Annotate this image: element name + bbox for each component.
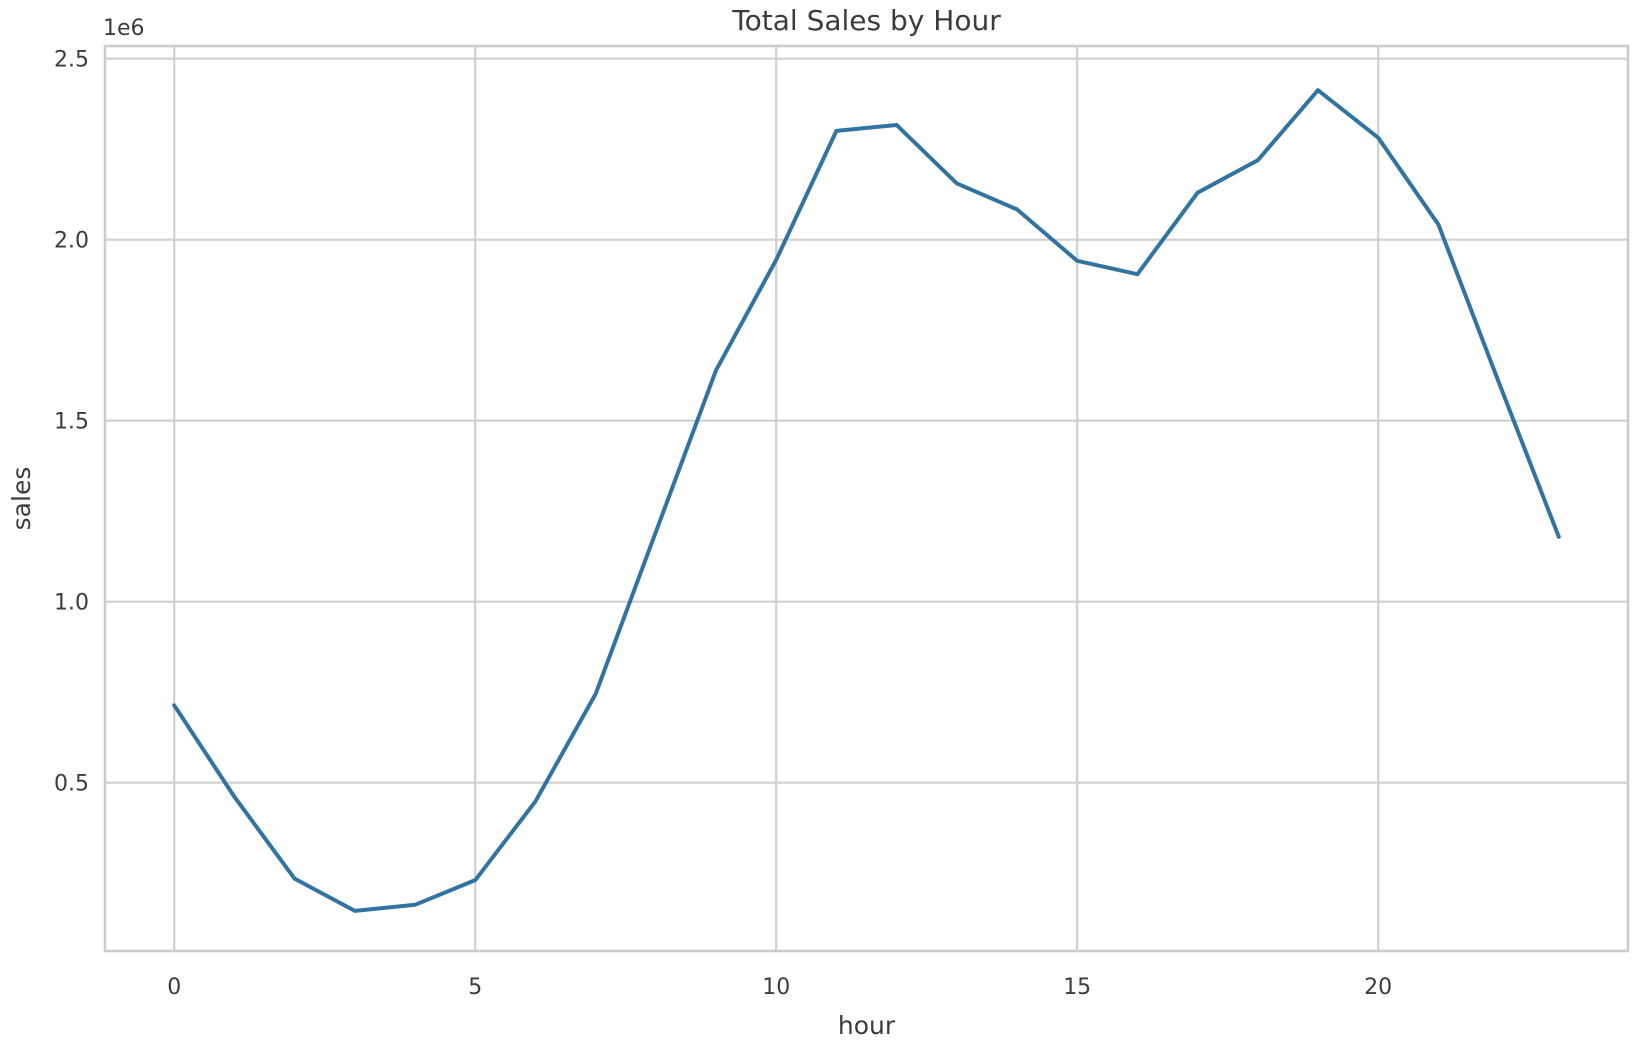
y-axis-label: sales: [7, 467, 36, 531]
x-tick-label: 10: [762, 975, 790, 1000]
sales-series-line: [172, 88, 1561, 913]
y-tick-label: 2.5: [54, 48, 89, 73]
y-tick-label: 1.5: [54, 410, 89, 435]
y-tick-label: 2.0: [54, 229, 89, 254]
y-tick-label: 1.0: [54, 591, 89, 616]
y-tick-label: 0.5: [54, 772, 89, 797]
y-axis-offset-text: 1e6: [103, 16, 145, 41]
plot-frame: [103, 44, 1630, 953]
x-tick-label: 5: [468, 975, 482, 1000]
tick-labels: 0 5 10 15 20 0.5 1.0 1.5 2.0 2.5: [54, 48, 1392, 1000]
x-tick-label: 0: [167, 975, 181, 1000]
grid: [105, 46, 1628, 951]
chart-title: Total Sales by Hour: [731, 4, 1001, 37]
series-layer: [172, 88, 1561, 913]
x-tick-label: 20: [1364, 975, 1392, 1000]
x-tick-label: 15: [1063, 975, 1091, 1000]
x-axis-label: hour: [838, 1011, 896, 1040]
